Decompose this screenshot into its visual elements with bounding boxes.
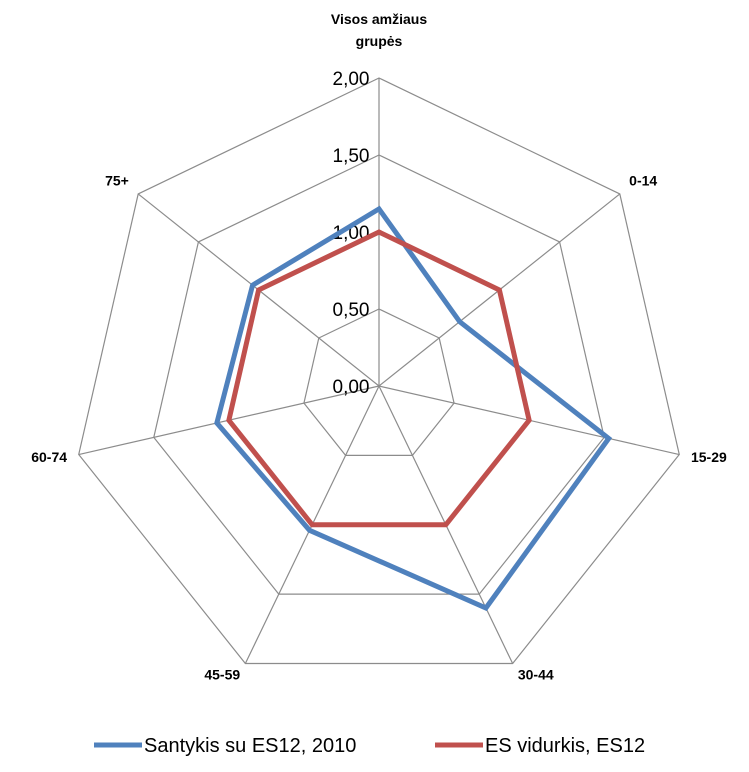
tick-label: 2,00 [333,69,370,90]
category-label: 60-74 [31,449,67,465]
grid-ring [303,308,455,456]
grid-ring [153,154,605,595]
radial-tick-labels: 0,000,501,001,502,00 [333,69,370,398]
series-line-1 [226,229,532,528]
category-label: 45-59 [204,666,240,682]
category-label: 15-29 [691,449,727,465]
legend-label: Santykis su ES12, 2010 [144,735,356,757]
tick-label: 0,00 [333,377,370,398]
category-label: 75+ [105,172,129,188]
tick-label: 1,50 [333,146,370,167]
category-label: Visos amžiaus grupės [331,11,427,49]
series-line-0 [214,205,613,612]
series-group [214,205,613,612]
legend: Santykis su ES12, 2010 ES vidurkis, ES12 [94,735,645,757]
category-label: 0-14 [629,172,657,188]
legend-label: ES vidurkis, ES12 [485,735,645,757]
grid-ring [78,77,680,665]
tick-label: 0,50 [333,300,370,321]
category-labels: Visos amžiaus grupės 0-14 15-29 30-44 45-59 60… [31,11,727,682]
category-label: 30-44 [518,666,554,682]
